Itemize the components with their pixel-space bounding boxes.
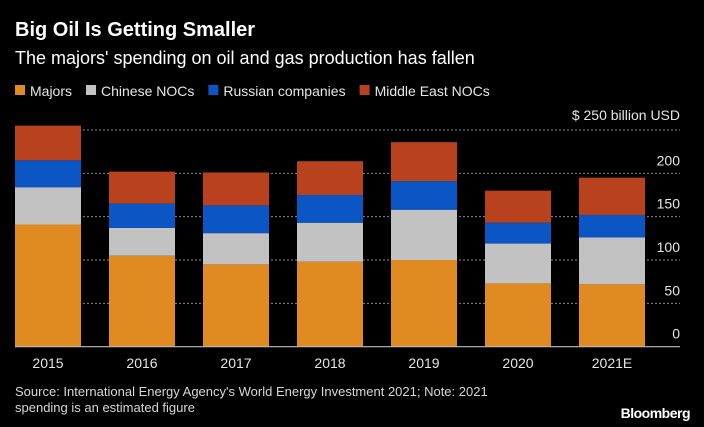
bar-2016-russian-companies	[109, 203, 175, 228]
x-axis: 2015 2016 2017 2018 2019 2020 2021E	[32, 355, 632, 371]
source-line-2: spending is an estimated figure	[15, 400, 195, 415]
bar-2016-majors	[109, 255, 175, 347]
x-tick-label: 2016	[126, 355, 157, 371]
bar-2016-chinese-nocs	[109, 227, 175, 256]
bars	[15, 125, 680, 348]
bar-2021E-middle-east-nocs	[579, 177, 645, 215]
legend-label-3: Middle East NOCs	[375, 83, 490, 99]
source-line-1: Source: International Energy Agency's Wo…	[15, 384, 488, 399]
bar-2019-middle-east-nocs	[391, 142, 457, 182]
bar-2015-russian-companies	[15, 160, 81, 188]
y-axis-label: $ 250 billion USD	[572, 107, 680, 123]
legend: Majors Chinese NOCs Russian companies Middl…	[15, 83, 490, 99]
bar-2018-russian-companies	[297, 195, 363, 223]
bar-2020-middle-east-nocs	[485, 190, 551, 223]
x-tick-label: 2019	[408, 355, 439, 371]
y-tick-label: 50	[664, 282, 680, 298]
bar-2017-russian-companies	[203, 205, 269, 234]
y-axis: 0 50 100 150 200	[657, 152, 681, 341]
y-tick-label: 0	[672, 326, 680, 342]
legend-swatch-2	[208, 85, 219, 95]
x-tick-label: 2020	[502, 355, 533, 371]
legend-label-0: Majors	[30, 83, 72, 99]
bar-2019-russian-companies	[391, 181, 457, 210]
bar-2015-middle-east-nocs	[15, 125, 81, 161]
bar-2018-majors	[297, 261, 363, 347]
bar-2021E-chinese-nocs	[579, 237, 645, 285]
bar-2017-majors	[203, 264, 269, 347]
bar-2017-chinese-nocs	[203, 233, 269, 265]
x-tick-label: 2017	[220, 355, 251, 371]
bar-2018-chinese-nocs	[297, 222, 363, 262]
x-tick-label: 2021E	[592, 355, 632, 371]
bar-2021E-russian-companies	[579, 214, 645, 238]
legend-swatch-0	[15, 85, 25, 95]
bar-2015-majors	[15, 224, 81, 347]
bar-2020-chinese-nocs	[485, 243, 551, 284]
legend-swatch-3	[359, 85, 370, 95]
bar-2017-middle-east-nocs	[203, 172, 269, 206]
legend-swatch-1	[86, 85, 97, 95]
y-tick-label: 150	[657, 196, 681, 212]
bloomberg-logo: Bloomberg	[621, 405, 690, 421]
bar-2020-russian-companies	[485, 222, 551, 244]
bar-2016-middle-east-nocs	[109, 171, 175, 204]
legend-label-1: Chinese NOCs	[101, 83, 194, 99]
chart-subtitle: The majors' spending on oil and gas prod…	[15, 48, 475, 68]
bar-2015-chinese-nocs	[15, 187, 81, 225]
bar-2019-chinese-nocs	[391, 209, 457, 261]
legend-label-2: Russian companies	[223, 83, 345, 99]
y-tick-label: 200	[657, 152, 681, 168]
x-tick-label: 2015	[32, 355, 63, 371]
chart-title: Big Oil Is Getting Smaller	[15, 19, 255, 41]
bar-2018-middle-east-nocs	[297, 161, 363, 196]
bar-2021E-majors	[579, 284, 645, 347]
bar-2020-majors	[485, 283, 551, 347]
bar-2019-majors	[391, 260, 457, 347]
x-tick-label: 2018	[314, 355, 345, 371]
y-tick-label: 100	[657, 239, 681, 255]
